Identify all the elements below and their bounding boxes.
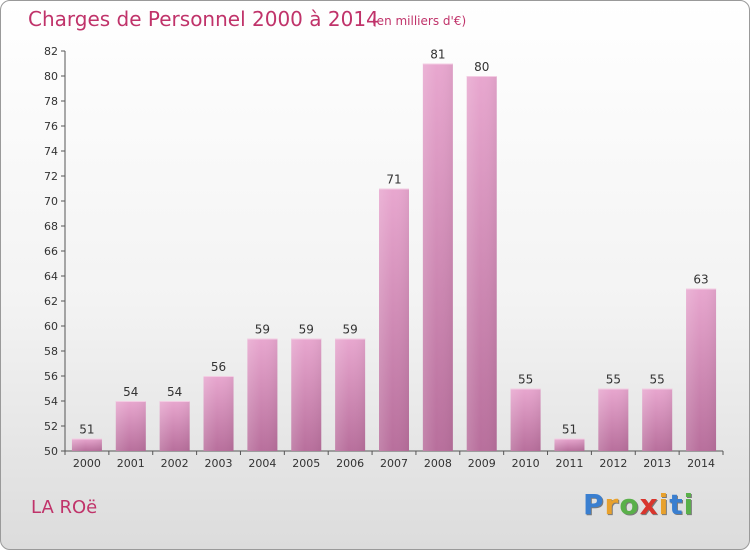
y-tick-label: 72 [44, 170, 58, 183]
x-tick-label: 2007 [380, 457, 408, 470]
y-tick-label: 80 [44, 70, 58, 83]
data-label: 59 [255, 323, 270, 337]
y-tick-label: 82 [44, 45, 58, 58]
x-tick-label: 2001 [117, 457, 145, 470]
proxiti-logo: Proxiti [583, 488, 694, 521]
x-tick-label: 2011 [555, 457, 583, 470]
logo-letter: i [658, 488, 670, 521]
y-tick-label: 68 [44, 220, 58, 233]
x-tick-label: 2009 [468, 457, 496, 470]
logo-letter: x [639, 488, 659, 521]
data-label: 63 [693, 273, 708, 287]
y-tick-label: 78 [44, 95, 58, 108]
data-label: 54 [167, 385, 182, 399]
logo-letter: i [683, 488, 695, 521]
data-label: 55 [606, 373, 621, 387]
bar-sheen [71, 438, 102, 451]
y-tick-label: 66 [44, 245, 58, 258]
data-label: 55 [650, 373, 665, 387]
y-tick-label: 52 [44, 420, 58, 433]
y-tick-label: 60 [44, 320, 58, 333]
chart-subtitle: (en milliers d'€) [372, 14, 467, 28]
y-tick-label: 58 [44, 345, 58, 358]
data-label: 80 [474, 60, 489, 74]
data-label: 71 [386, 173, 401, 187]
y-tick-label: 70 [44, 195, 58, 208]
bar-sheen [554, 438, 585, 451]
logo-letter: P [583, 488, 605, 521]
bars [71, 63, 717, 451]
chart-title: Charges de Personnel 2000 à 2014 [28, 7, 379, 31]
y-tick-label: 56 [44, 370, 58, 383]
data-label: 81 [430, 48, 445, 62]
logo-letter: o [619, 488, 640, 521]
bar-sheen [510, 388, 541, 451]
x-tick-label: 2006 [336, 457, 364, 470]
y-tick-label: 54 [44, 395, 58, 408]
bar-sheen [598, 388, 629, 451]
y-tick-label: 50 [44, 445, 58, 458]
data-labels: 51 54 54 56 59 59 59 71 81 80 55 51 55 55 63 [79, 48, 708, 437]
x-tick-label: 2005 [292, 457, 320, 470]
data-label: 51 [562, 423, 577, 437]
x-tick-label: 2004 [248, 457, 276, 470]
logo-letter: t [669, 488, 684, 521]
data-label: 56 [211, 360, 226, 374]
data-label: 51 [79, 423, 94, 437]
y-tick-label: 76 [44, 120, 58, 133]
axes: 50 52 54 56 58 60 62 64 66 68 70 72 74 76 78 80 82 2000 20… [44, 45, 724, 470]
bar-sheen [203, 376, 234, 451]
bar-sheen [379, 188, 409, 451]
bar-sheen [291, 338, 322, 451]
bar-sheen [642, 388, 673, 451]
bar-sheen [159, 401, 190, 451]
logo-letter: r [604, 488, 620, 521]
data-label: 54 [123, 385, 138, 399]
bar-sheen [686, 288, 717, 451]
data-label: 59 [342, 323, 357, 337]
commune-name: LA ROë [31, 497, 98, 518]
bar-sheen [466, 76, 497, 451]
x-tick-label: 2014 [687, 457, 715, 470]
x-tick-label: 2002 [161, 457, 189, 470]
x-tick-label: 2003 [205, 457, 233, 470]
y-tick-label: 74 [44, 145, 58, 158]
data-label: 55 [518, 373, 533, 387]
bar-sheen [115, 401, 146, 451]
y-tick-label: 62 [44, 295, 58, 308]
bar-sheen [335, 338, 366, 451]
data-label: 59 [299, 323, 314, 337]
x-tick-label: 2013 [643, 457, 671, 470]
x-tick-label: 2012 [599, 457, 627, 470]
y-tick-label: 64 [44, 270, 58, 283]
x-tick-label: 2008 [424, 457, 452, 470]
bar-sheen [422, 63, 453, 451]
x-tick-label: 2010 [512, 457, 540, 470]
bar-sheen [247, 338, 278, 451]
x-tick-label: 2000 [73, 457, 101, 470]
